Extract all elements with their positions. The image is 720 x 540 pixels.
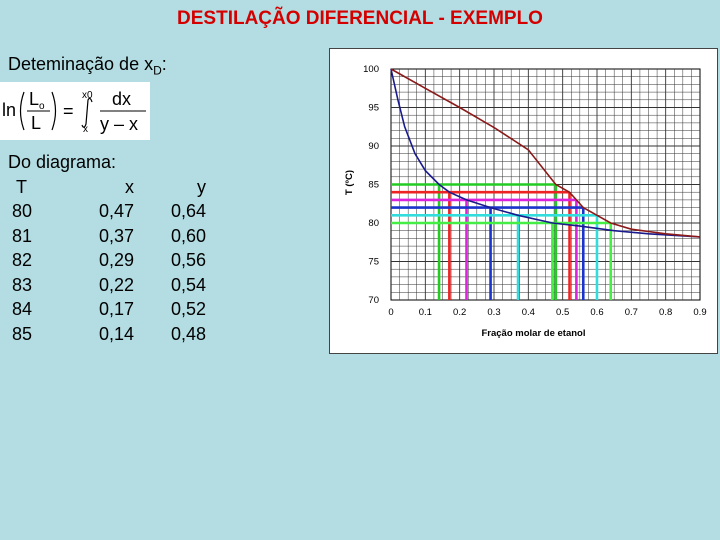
formula-L: L — [31, 113, 41, 133]
rayleigh-formula: ln L o L = x0 x dx y – x — [0, 82, 150, 140]
data-table: Do diagrama: T x y 80 0,47 0,64 81 0,37 … — [8, 150, 206, 346]
cell-T: 84 — [12, 299, 33, 319]
y-tick-label: 70 — [368, 295, 379, 306]
y-tick-label: 100 — [363, 64, 379, 75]
table-row: 85 0,14 0,48 — [8, 322, 206, 347]
cell-x: 0,37 — [98, 225, 134, 246]
cell-T: 81 — [12, 225, 33, 246]
table-row: 84 0,17 0,52 — [8, 297, 206, 322]
cell-y: 0,56 — [170, 250, 206, 270]
y-axis-label: T (ºC) — [344, 170, 355, 195]
cell-T: 82 — [12, 250, 33, 270]
cell-T: 83 — [12, 274, 33, 295]
formula-right-paren — [51, 91, 57, 131]
dew-point-curve — [390, 68, 701, 238]
y-tick-label: 95 — [368, 103, 379, 114]
formula-numerator: dx — [112, 89, 131, 109]
x-tick-label: 0.8 — [659, 307, 672, 318]
cell-T: 80 — [12, 201, 33, 221]
cell-x: 0,47 — [98, 201, 134, 221]
determination-suffix: : — [161, 54, 167, 74]
x-tick-label: 0 — [388, 307, 393, 318]
formula-ln: ln — [2, 100, 16, 120]
formula-left-paren — [19, 91, 25, 131]
formula-L0: L — [29, 89, 39, 109]
y-tick-label: 75 — [368, 257, 379, 268]
bubble-point-curve — [390, 68, 701, 238]
determination-text: Deteminação de x — [8, 54, 154, 74]
cell-y: 0,64 — [170, 201, 206, 221]
table-row: 83 0,22 0,54 — [8, 273, 206, 298]
formula-svg: ln L o L = x0 x dx y – x — [2, 89, 146, 135]
chart-frame: 0 0.1 0.2 0.3 0.4 0.5 0.6 0.7 0.8 0.9 100 95 90 85 80 7… — [329, 48, 718, 354]
formula-upper-limit: x0 — [82, 90, 93, 101]
y-tick-label: 90 — [368, 141, 379, 152]
cell-y: 0,54 — [170, 274, 206, 295]
table-row: 82 0,29 0,56 — [8, 248, 206, 273]
table-caption: Do diagrama: — [8, 152, 117, 172]
cell-y: 0,52 — [170, 299, 206, 319]
cell-x: 0,17 — [98, 299, 134, 319]
x-tick-label: 0.7 — [625, 307, 638, 318]
determination-subscript: D — [153, 63, 162, 78]
y-tick-label: 85 — [368, 180, 379, 191]
x-tick-label: 0.9 — [693, 307, 706, 318]
formula-denominator: y – x — [100, 114, 138, 134]
x-tick-label: 0.1 — [419, 307, 432, 318]
cell-y: 0,60 — [170, 225, 206, 246]
x-tick-label: 0.6 — [590, 307, 603, 318]
table-row: 81 0,37 0,60 — [8, 224, 206, 249]
y-tick-label: 80 — [368, 218, 379, 229]
header-x: x — [125, 176, 134, 197]
cell-x: 0,14 — [98, 323, 134, 344]
header-y: y — [197, 176, 206, 197]
page-title: DESTILAÇÃO DIFERENCIAL - EXEMPLO — [177, 8, 543, 29]
x-axis-label: Fração molar de etanol — [481, 328, 585, 339]
header-T: T — [16, 176, 27, 197]
formula-equals: = — [63, 101, 74, 121]
x-tick-label: 0.4 — [522, 307, 535, 318]
formula-lower-limit: x — [83, 124, 88, 135]
cell-x: 0,29 — [98, 250, 134, 270]
txy-chart: 0 0.1 0.2 0.3 0.4 0.5 0.6 0.7 0.8 0.9 100 95 90 85 80 7… — [344, 64, 707, 339]
integral-icon — [81, 97, 93, 128]
determination-label: Deteminação de xD: — [8, 54, 167, 78]
table-row: 80 0,47 0,64 — [8, 199, 206, 224]
formula-L0-sub: o — [39, 101, 45, 112]
table-header-row: T x y — [8, 175, 206, 200]
x-tick-label: 0.2 — [453, 307, 466, 318]
x-tick-label: 0.5 — [556, 307, 569, 318]
x-tick-label: 0.3 — [487, 307, 500, 318]
cell-y: 0,48 — [170, 323, 206, 344]
cell-T: 85 — [12, 323, 33, 344]
cell-x: 0,22 — [98, 274, 134, 295]
